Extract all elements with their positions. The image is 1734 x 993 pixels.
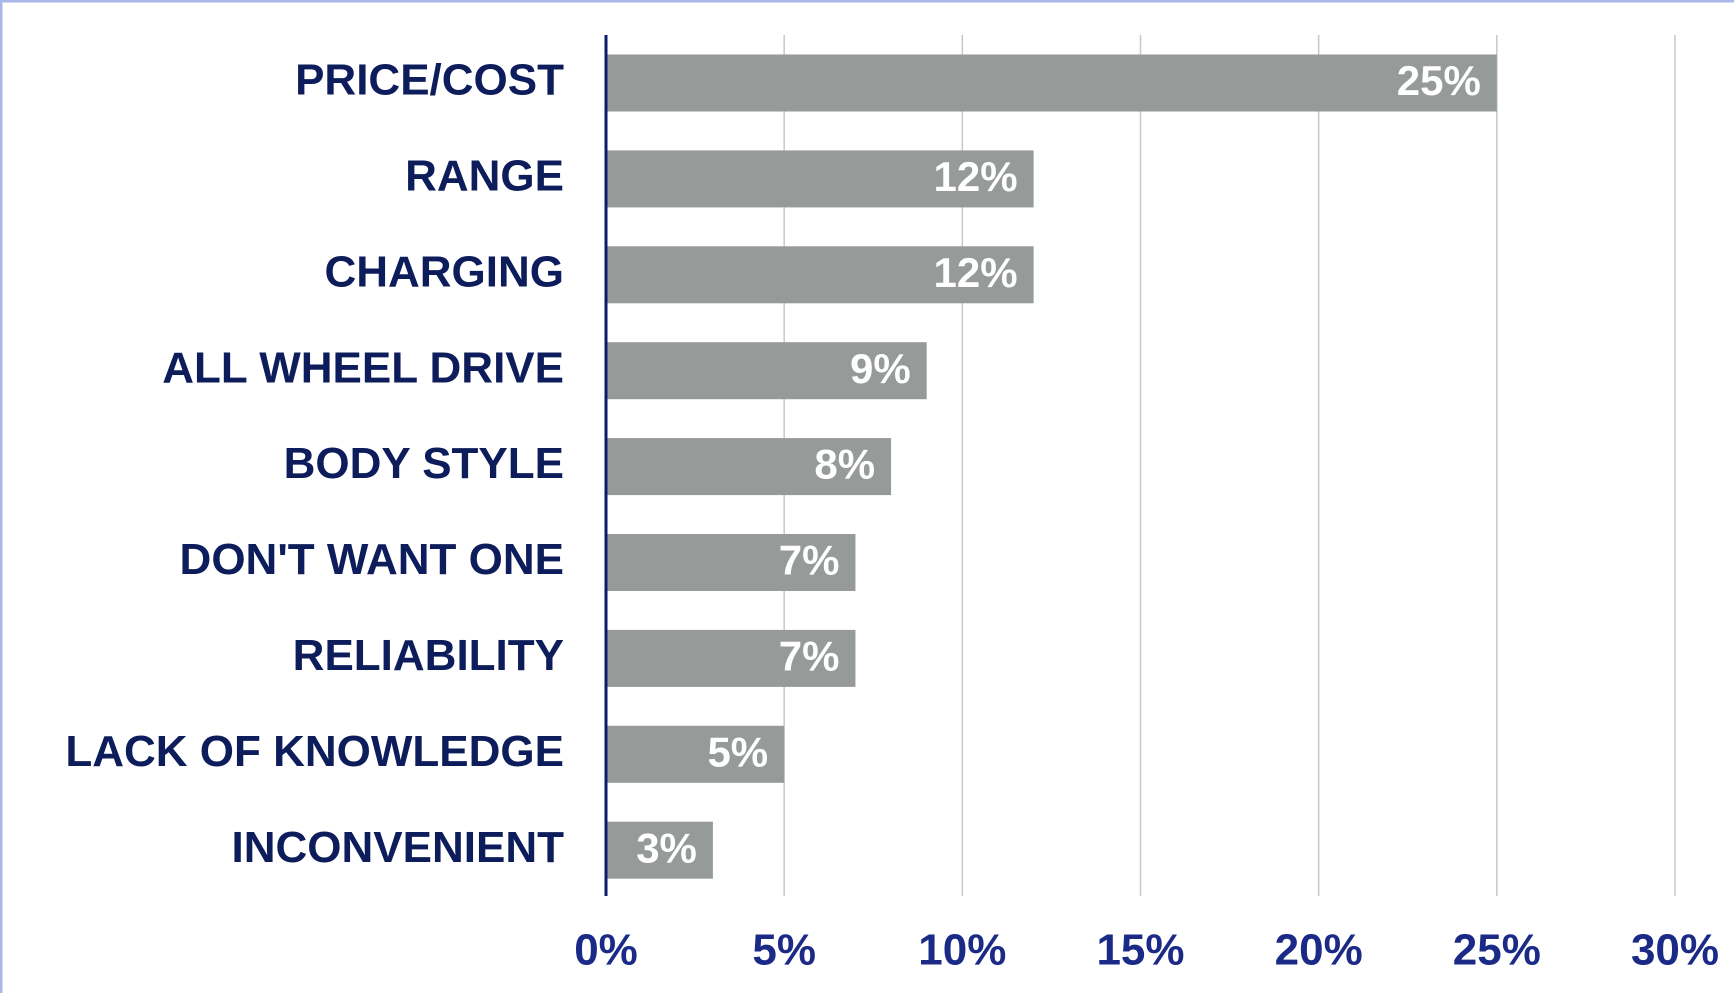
x-tick-label: 0% bbox=[574, 926, 638, 975]
bar bbox=[606, 821, 713, 879]
bar bbox=[606, 150, 1034, 208]
data-label: 7% bbox=[779, 632, 840, 679]
bar bbox=[606, 342, 927, 400]
x-tick-label: 10% bbox=[918, 926, 1006, 975]
y-tick-label: DON'T WANT ONE bbox=[180, 535, 564, 584]
bar bbox=[606, 246, 1034, 304]
bar bbox=[606, 54, 1497, 112]
data-label: 25% bbox=[1397, 57, 1481, 104]
y-tick-label: ALL WHEEL DRIVE bbox=[162, 343, 564, 392]
bar bbox=[606, 629, 856, 687]
y-tick-label: RELIABILITY bbox=[293, 631, 564, 680]
data-label: 12% bbox=[934, 249, 1018, 296]
y-tick-label: RANGE bbox=[405, 152, 564, 201]
x-tick-label: 5% bbox=[752, 926, 816, 975]
bar bbox=[606, 725, 785, 783]
data-label: 5% bbox=[707, 728, 768, 775]
data-label: 8% bbox=[814, 441, 875, 488]
y-tick-label: LACK OF KNOWLEDGE bbox=[65, 727, 564, 776]
bar bbox=[606, 438, 892, 496]
x-tick-label: 30% bbox=[1631, 926, 1719, 975]
data-label: 9% bbox=[850, 345, 911, 392]
data-label: 3% bbox=[636, 824, 697, 871]
x-tick-label: 25% bbox=[1453, 926, 1541, 975]
data-label: 7% bbox=[779, 537, 840, 584]
x-tick-label: 20% bbox=[1275, 926, 1363, 975]
y-tick-label: INCONVENIENT bbox=[232, 823, 565, 872]
y-tick-label: PRICE/COST bbox=[295, 56, 564, 105]
bar bbox=[606, 534, 856, 591]
y-tick-label: BODY STYLE bbox=[284, 439, 564, 488]
x-tick-label: 15% bbox=[1096, 926, 1184, 975]
data-label: 12% bbox=[934, 153, 1018, 200]
y-tick-label: CHARGING bbox=[324, 247, 564, 296]
